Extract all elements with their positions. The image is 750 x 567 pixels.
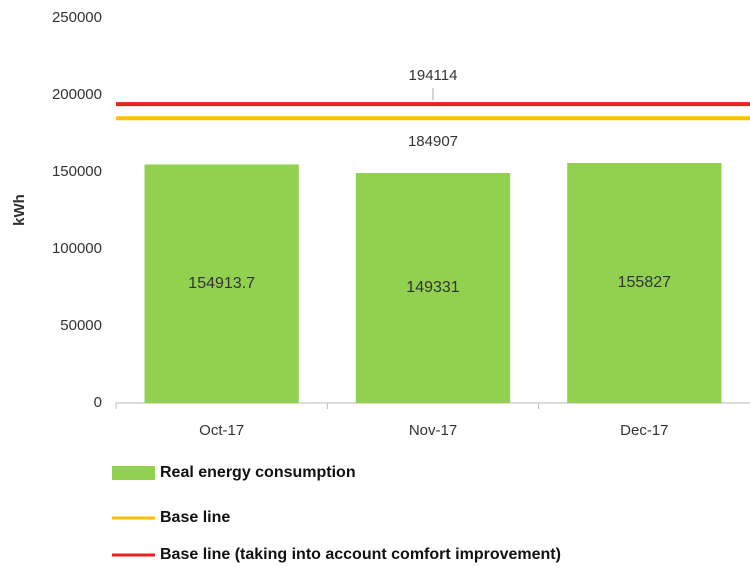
bar [355,173,511,403]
bar [144,164,299,403]
y-tick-label: 100000 [52,240,102,257]
y-tick-label: 0 [94,394,102,411]
bar [567,163,722,403]
x-tick-label: Dec-17 [620,422,668,439]
y-tick-label: 250000 [52,9,102,26]
reference-label: 194114 [409,67,458,84]
reference-label: 184907 [408,133,458,150]
y-tick-label: 200000 [52,86,102,103]
legend-label: Real energy consumption [160,464,356,481]
y-tick-label: 50000 [60,317,102,334]
data-label: 149331 [406,279,459,296]
legend-label: Base line (taking into account comfort i… [160,546,561,563]
x-tick-label: Oct-17 [199,422,244,439]
x-tick-label: Nov-17 [409,422,457,439]
y-tick-label: 150000 [52,163,102,180]
legend-label: Base line [160,509,230,526]
data-label: 154913.7 [188,275,255,292]
legend-swatch [112,466,155,480]
data-label: 155827 [618,274,671,291]
y-axis-label: kWh [11,194,28,226]
